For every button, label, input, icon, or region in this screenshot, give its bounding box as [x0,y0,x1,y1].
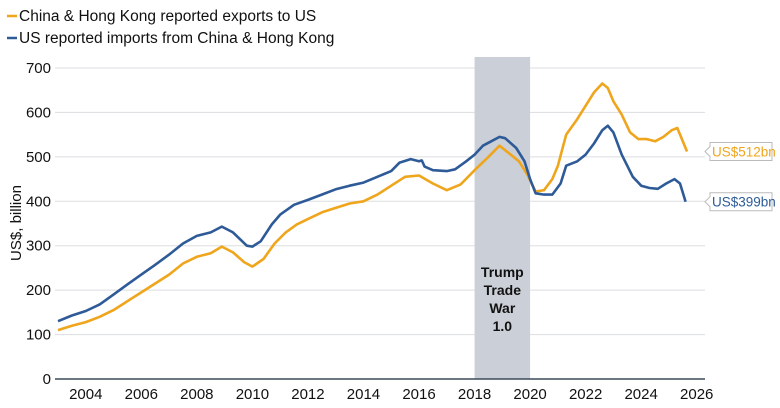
annotation-line: Trade [484,282,522,298]
annotation-line: War [489,300,515,316]
legend: China & Hong Kong reported exports to US… [7,8,334,47]
x-tick-label: 2016 [402,386,435,403]
y-tick-label: 100 [26,327,51,344]
y-tick-label: 500 [26,149,51,166]
series-line-0 [57,82,689,332]
x-tick-label: 2012 [291,386,324,403]
series-line-1 [57,124,687,323]
x-tick-label: 2018 [458,386,491,403]
x-tick-label: 2022 [569,386,602,403]
legend-label: US reported imports from China & Hong Ko… [19,30,334,47]
annotation-line: Trump [481,264,524,280]
y-tick-label: 700 [26,60,51,77]
x-tick-label: 2006 [125,386,158,403]
legend-label: China & Hong Kong reported exports to US [19,8,316,25]
gridlines [55,67,705,336]
trade-war-annotation: Trump Trade War 1.0 [481,264,524,334]
x-tick-label: 2020 [513,386,546,403]
trade-war-shaded-region [474,56,531,380]
end-value-label: US$512bn [712,145,776,160]
x-tick-label: 2008 [180,386,213,403]
x-tick-label: 2024 [624,386,657,403]
annotation-line: 1.0 [493,318,513,334]
y-tick-label: 0 [43,371,51,388]
end-label-box [704,142,773,162]
x-tick-label: 2010 [236,386,269,403]
x-tick-label: 2004 [69,386,102,403]
y-tick-label: 400 [26,193,51,210]
end-labels: US$512bn US$399bn [704,142,776,212]
y-axis-label: US$, billion [8,185,25,261]
end-label-box [704,192,773,212]
y-tick-label: 300 [26,238,51,255]
y-tick-label: 600 [26,104,51,121]
y-axis-ticks: 0 100 200 300 400 500 600 700 [26,60,51,388]
x-tick-label: 2014 [347,386,380,403]
end-value-label: US$399bn [712,195,776,210]
y-tick-label: 200 [26,282,51,299]
x-tick-label: 2026 [680,386,713,403]
series-lines [57,82,689,332]
x-axis-ticks: 2004 2006 2008 2010 2012 2014 2016 2018 2020 2022… [69,386,713,403]
